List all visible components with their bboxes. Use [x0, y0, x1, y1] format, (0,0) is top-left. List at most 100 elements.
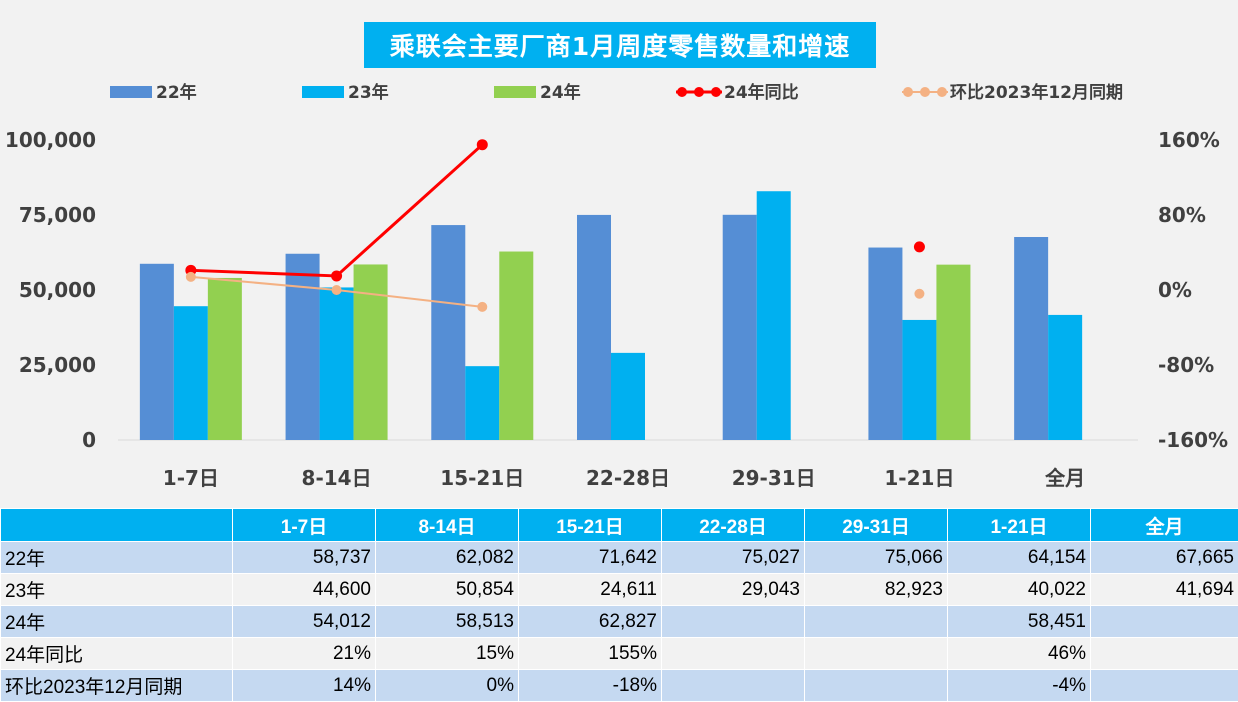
table-column-header: 全月 [1091, 509, 1238, 542]
bar-22年 [868, 248, 902, 440]
y-left-tick-label: 0 [82, 428, 96, 452]
table-cell [662, 670, 805, 702]
bar-24年 [936, 265, 970, 440]
table-cell [805, 606, 948, 638]
legend-marker-24年同比 [677, 87, 687, 97]
bar-23年 [1048, 315, 1082, 440]
x-tick-label: 29-31日 [732, 466, 816, 490]
table-column-header: 1-21日 [948, 509, 1091, 542]
table-cell [805, 638, 948, 670]
table-cell: 62,082 [376, 542, 519, 574]
table-cell: 54,012 [233, 606, 376, 638]
y-left-tick-label: 25,000 [19, 353, 96, 377]
table-cell: 24,611 [519, 574, 662, 606]
table-corner-cell [1, 509, 233, 542]
table-cell [1091, 638, 1238, 670]
x-tick-label: 15-21日 [440, 466, 524, 490]
y-right-tick-label: 80% [1158, 203, 1206, 227]
legend-swatch-23年 [302, 86, 344, 98]
bar-22年 [286, 254, 320, 440]
table-cell [1091, 670, 1238, 702]
legend-label-24年同比: 24年同比 [724, 82, 799, 103]
bar-23年 [757, 191, 791, 440]
bar-24年 [499, 252, 533, 440]
legend-label-环比2023年12月同期: 环比2023年12月同期 [950, 82, 1123, 103]
legend-marker-24年同比 [711, 87, 721, 97]
table-row-label: 22年 [1, 542, 233, 574]
legend-label-23年: 23年 [348, 82, 389, 103]
table-cell: 64,154 [948, 542, 1091, 574]
x-tick-label: 8-14日 [302, 466, 372, 490]
table-cell: 155% [519, 638, 662, 670]
point-环比2023年12月同期 [186, 272, 196, 282]
y-right-tick-label: -160% [1158, 428, 1228, 452]
bar-22年 [1014, 237, 1048, 440]
chart-area: 025,00050,00075,000100,000-160%-80%0%80%… [0, 0, 1238, 508]
table-cell [1091, 606, 1238, 638]
legend-marker-环比2023年12月同期 [937, 87, 947, 97]
table-cell: 58,737 [233, 542, 376, 574]
table-cell: 46% [948, 638, 1091, 670]
table-cell: -18% [519, 670, 662, 702]
table-cell: 14% [233, 670, 376, 702]
legend-label-22年: 22年 [156, 82, 197, 103]
table-cell: 58,451 [948, 606, 1091, 638]
y-left-tick-label: 75,000 [19, 203, 96, 227]
table-cell: 40,022 [948, 574, 1091, 606]
table-column-header: 1-7日 [233, 509, 376, 542]
bar-24年 [354, 264, 388, 440]
bar-23年 [611, 353, 645, 440]
legend-label-24年: 24年 [540, 82, 581, 103]
point-24年同比 [331, 270, 342, 281]
table-cell: 0% [376, 670, 519, 702]
legend-marker-24年同比 [694, 87, 704, 97]
bar-23年 [902, 320, 936, 440]
bar-24年 [208, 278, 242, 440]
table-cell: 50,854 [376, 574, 519, 606]
chart-title: 乘联会主要厂商1月周度零售数量和增速 [364, 22, 876, 68]
point-环比2023年12月同期 [914, 289, 924, 299]
table-cell: 71,642 [519, 542, 662, 574]
bar-22年 [577, 215, 611, 440]
table-row-label: 24年 [1, 606, 233, 638]
table-cell: 58,513 [376, 606, 519, 638]
point-24年同比 [914, 241, 925, 252]
legend-swatch-22年 [110, 86, 152, 98]
table-cell: -4% [948, 670, 1091, 702]
table-cell: 21% [233, 638, 376, 670]
table-cell: 44,600 [233, 574, 376, 606]
table-cell: 67,665 [1091, 542, 1238, 574]
table-cell: 15% [376, 638, 519, 670]
point-24年同比 [477, 139, 488, 150]
table-row-label: 环比2023年12月同期 [1, 670, 233, 702]
point-环比2023年12月同期 [477, 302, 487, 312]
table-column-header: 15-21日 [519, 509, 662, 542]
legend-marker-环比2023年12月同期 [920, 87, 930, 97]
bar-22年 [723, 215, 757, 440]
bar-22年 [140, 264, 174, 440]
table-row-label: 24年同比 [1, 638, 233, 670]
table-cell [662, 606, 805, 638]
legend-swatch-24年 [494, 86, 536, 98]
x-tick-label: 22-28日 [586, 466, 670, 490]
point-环比2023年12月同期 [332, 285, 342, 295]
table-cell: 62,827 [519, 606, 662, 638]
bar-22年 [431, 225, 465, 440]
y-right-tick-label: -80% [1158, 353, 1214, 377]
y-right-tick-label: 160% [1158, 128, 1220, 152]
x-tick-label: 全月 [1044, 466, 1085, 490]
table-row-label: 23年 [1, 574, 233, 606]
y-left-tick-label: 100,000 [5, 128, 96, 152]
table-cell [662, 638, 805, 670]
x-tick-label: 1-21日 [884, 466, 954, 490]
legend-marker-环比2023年12月同期 [903, 87, 913, 97]
y-left-tick-label: 50,000 [19, 278, 96, 302]
x-tick-label: 1-7日 [163, 466, 219, 490]
